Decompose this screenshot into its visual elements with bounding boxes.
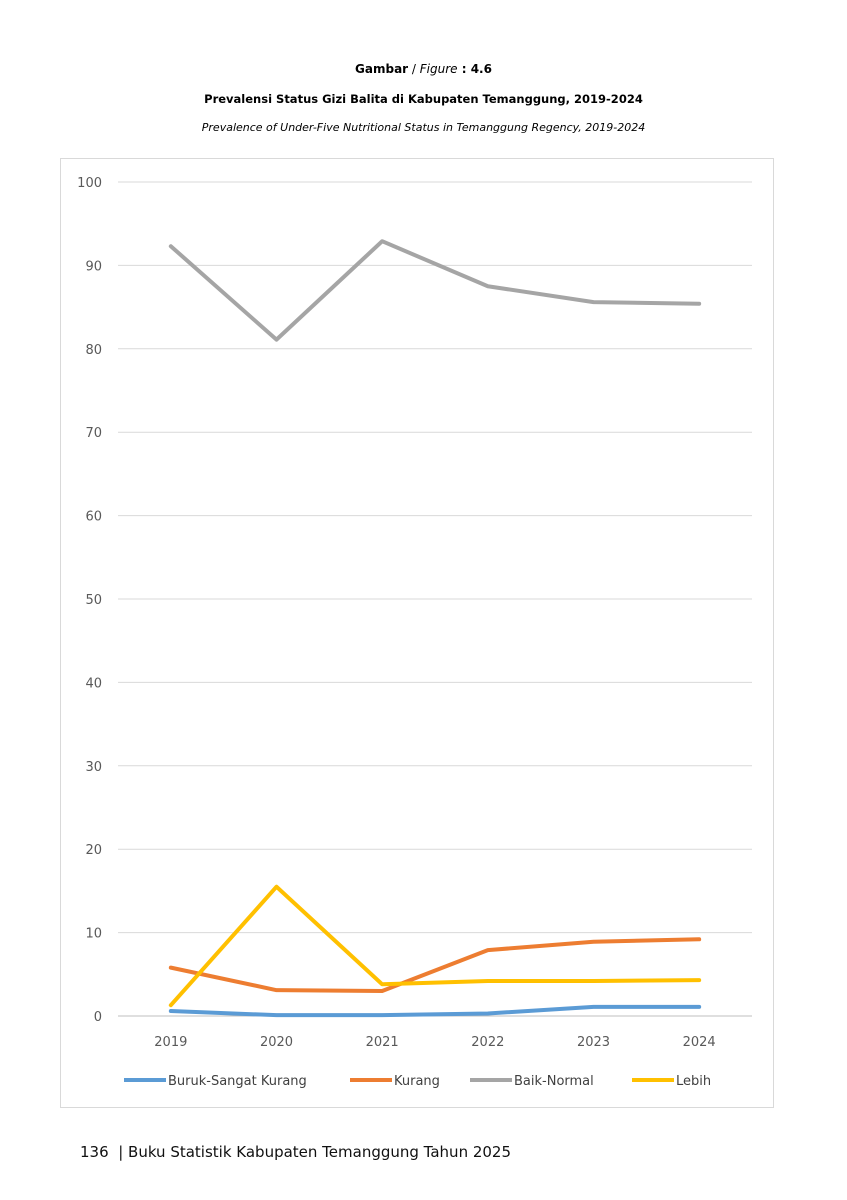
x-tick-label: 2020 [260, 1035, 293, 1050]
footer-separator: | [118, 1143, 124, 1161]
y-tick-label: 80 [85, 343, 102, 358]
page-number: 136 [80, 1143, 109, 1161]
series-lines [168, 239, 702, 1018]
y-tick-label: 10 [85, 927, 102, 942]
y-tick-label: 60 [85, 510, 102, 525]
figure-number: : 4.6 [457, 62, 492, 76]
x-tick-label: 2019 [154, 1035, 187, 1050]
y-tick-label: 50 [85, 593, 102, 608]
y-tick-label: 30 [85, 760, 102, 775]
book-title: Buku Statistik Kabupaten Temanggung Tahu… [128, 1143, 512, 1161]
series-line-buruk-sangat-kurang [168, 1004, 702, 1018]
legend-label: Baik-Normal [514, 1074, 594, 1089]
y-axis-ticks: 0 10 20 30 40 50 60 70 80 90 100 [77, 176, 102, 1025]
chart-title: Prevalensi Status Gizi Balita di Kabupat… [204, 92, 643, 106]
y-tick-label: 90 [85, 259, 102, 274]
x-tick-label: 2023 [577, 1035, 610, 1050]
figure-label-separator: / [408, 62, 420, 76]
x-tick-label: 2021 [366, 1035, 399, 1050]
chart-subtitle: Prevalence of Under-Five Nutritional Sta… [201, 121, 646, 134]
figure-label: Gambar / Figure : 4.6 [0, 62, 847, 76]
legend-label: Kurang [394, 1074, 440, 1089]
legend-label: Buruk-Sangat Kurang [168, 1074, 307, 1089]
legend-label: Lebih [676, 1074, 711, 1089]
series-line-lebih [168, 884, 702, 1008]
series-line-baik-normal [168, 239, 702, 342]
y-tick-label: 70 [85, 426, 102, 441]
chart-frame [60, 158, 774, 1108]
y-tick-label: 40 [85, 676, 102, 691]
x-tick-label: 2024 [683, 1035, 716, 1050]
y-tick-label: 100 [77, 176, 102, 191]
figure-label-italic: Figure [419, 62, 458, 76]
x-axis-ticks: 2019 2020 2021 2022 2023 2024 [154, 1035, 715, 1050]
gridlines [118, 181, 752, 1017]
page-footer: 136 | Buku Statistik Kabupaten Temanggun… [80, 1143, 511, 1161]
figure-label-bold: Gambar [355, 62, 409, 76]
series-line-kurang [168, 937, 702, 993]
y-tick-label: 0 [94, 1010, 102, 1025]
y-tick-label: 20 [85, 843, 102, 858]
legend: Buruk-Sangat Kurang Kurang Baik-Normal Lebi… [124, 1074, 711, 1089]
x-tick-label: 2022 [471, 1035, 504, 1050]
